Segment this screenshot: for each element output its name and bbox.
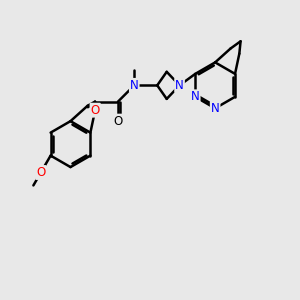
- Text: N: N: [211, 102, 220, 115]
- Text: N: N: [130, 79, 139, 92]
- Text: O: O: [91, 104, 100, 117]
- Text: N: N: [191, 90, 200, 103]
- Text: O: O: [113, 115, 123, 128]
- Text: O: O: [36, 166, 46, 179]
- Text: N: N: [175, 79, 184, 92]
